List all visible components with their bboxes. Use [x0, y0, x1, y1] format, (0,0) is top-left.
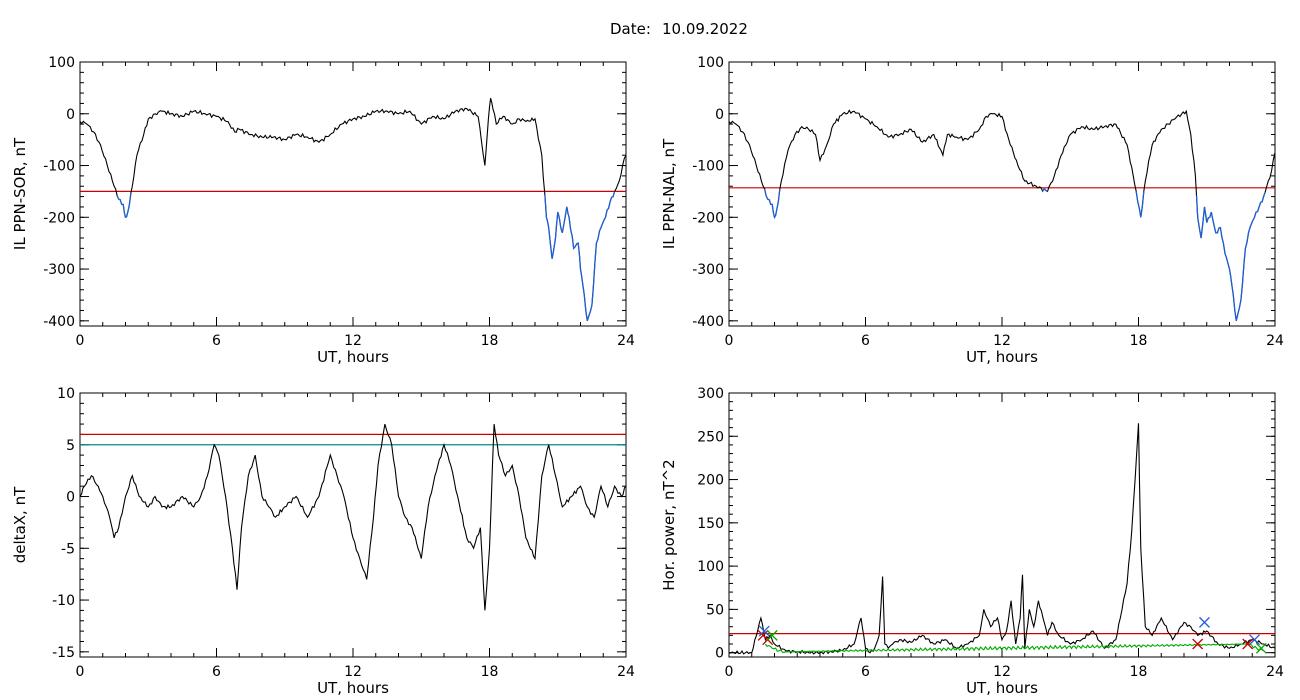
x-tick-label: 18: [1130, 664, 1148, 680]
x-tick-label: 18: [1130, 333, 1148, 349]
date-value: 10.09.2022: [662, 20, 748, 38]
y-tick-label: 150: [697, 516, 724, 532]
y-tick-label: -5: [61, 541, 75, 557]
y-axis-label: deltaX, nT: [11, 486, 29, 563]
highlight-segment: [116, 191, 616, 321]
y-tick-label: -300: [692, 262, 724, 278]
series-line-0: [729, 109, 1275, 321]
y-tick-label: -200: [692, 210, 724, 226]
x-tick-label: 0: [725, 333, 734, 349]
y-axis-label: Hor. power, nT^2: [660, 459, 678, 590]
y-tick-label: -200: [43, 210, 75, 226]
y-axis-label: IL PPN-NAL, nT: [660, 138, 678, 249]
x-tick-label: 0: [76, 333, 85, 349]
y-tick-label: -400: [43, 314, 75, 330]
y-tick-label: 0: [66, 107, 75, 123]
y-tick-label: -100: [43, 159, 75, 175]
event-marker: [1199, 616, 1210, 628]
plot-frame: [728, 61, 1276, 327]
y-tick-label: 300: [697, 386, 724, 402]
series-line-0: [80, 423, 626, 611]
y-tick-label: 100: [48, 55, 75, 71]
y-tick-label: -300: [43, 262, 75, 278]
y-tick-label: -400: [692, 314, 724, 330]
chart-il-ppn-nal: 0 6 12 18 24 100 0 -100 -200 -300 -400 UT, hours IL …: [660, 55, 1284, 366]
plot-area: [729, 109, 1275, 321]
plot-frame: [79, 61, 627, 327]
series-line-1: [764, 643, 1264, 653]
y-tick-label: 5: [66, 438, 75, 454]
chart-il-ppn-sor: 0 6 12 18 24 100 0 -100 -200 -300 -400 UT, hours IL …: [11, 55, 635, 366]
y-tick-label: 100: [697, 559, 724, 575]
highlight-segment: [763, 187, 1266, 321]
y-tick-label: 0: [715, 646, 724, 662]
y-tick-label: -100: [692, 159, 724, 175]
x-tick-label: 0: [76, 664, 85, 680]
plot-area: [80, 98, 626, 321]
event-marker: [758, 625, 770, 637]
x-tick-label: 18: [481, 664, 499, 680]
event-marker: [1255, 642, 1267, 654]
x-tick-label: 12: [993, 333, 1011, 349]
series-line-0: [729, 423, 1275, 655]
y-tick-label: -15: [52, 645, 75, 661]
y-tick-label: 0: [715, 107, 724, 123]
date-label: Date:: [610, 20, 651, 38]
plot-frame: [728, 392, 1276, 658]
plot-area: [80, 423, 626, 611]
y-tick-label: -10: [52, 593, 75, 609]
y-tick-label: 10: [57, 386, 75, 402]
y-tick-label: 250: [697, 429, 724, 445]
x-axis-label: UT, hours: [966, 679, 1038, 697]
x-tick-label: 12: [344, 333, 362, 349]
x-tick-label: 18: [481, 333, 499, 349]
x-tick-label: 12: [344, 664, 362, 680]
plot-area: [729, 423, 1275, 655]
y-tick-label: 0: [66, 490, 75, 506]
y-axis-label: IL PPN-SOR, nT: [11, 137, 29, 250]
event-marker: [1192, 638, 1204, 650]
x-tick-label: 12: [993, 664, 1011, 680]
x-tick-label: 6: [861, 333, 870, 349]
y-tick-label: 50: [706, 602, 724, 618]
x-tick-label: 6: [212, 333, 221, 349]
y-tick-label: 200: [697, 473, 724, 489]
x-axis-label: UT, hours: [317, 348, 389, 366]
event-marker: [1249, 634, 1260, 646]
x-axis-label: UT, hours: [966, 348, 1038, 366]
series-line-0: [80, 98, 626, 321]
x-tick-label: 24: [1266, 333, 1284, 349]
x-tick-label: 0: [725, 664, 734, 680]
y-tick-label: 100: [697, 55, 724, 71]
x-tick-label: 24: [617, 664, 635, 680]
x-tick-label: 6: [861, 664, 870, 680]
chart-hor-power: 0 6 12 18 24 300 250 200 150 100 50 0 UT, hours Hor. …: [660, 386, 1284, 697]
x-axis-label: UT, hours: [317, 679, 389, 697]
chart-deltax: 0 6 12 18 24 10 5 0 -5 -10 -15 UT, hours deltaX, nT: [11, 386, 635, 697]
x-tick-label: 24: [1266, 664, 1284, 680]
x-tick-label: 6: [212, 664, 221, 680]
plot-frame: [79, 392, 627, 658]
event-marker: [766, 629, 778, 641]
event-marker: [1242, 638, 1254, 650]
x-tick-label: 24: [617, 333, 635, 349]
